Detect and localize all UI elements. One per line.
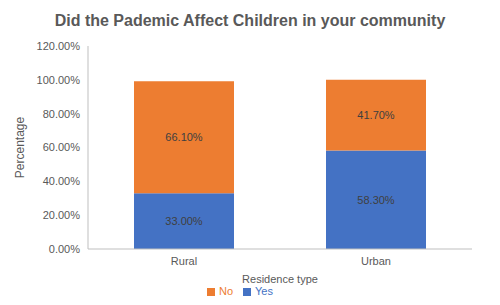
svg-text:66.10%: 66.10% [165,131,203,143]
svg-text:60.00%: 60.00% [43,141,81,153]
svg-text:20.00%: 20.00% [43,209,81,221]
html-text:Did the Pademic Affect Childre: Did the Pademic Affect Children in your … [54,12,446,29]
html-text:No: No [219,285,233,297]
html-text:Yes: Yes [255,285,273,297]
svg-text:41.70%: 41.70% [357,109,395,121]
svg-text:80.00%: 80.00% [43,108,81,120]
svg-text:Urban: Urban [361,255,391,267]
svg-text:120.00%: 120.00% [37,40,81,52]
svg-text:58.30%: 58.30% [357,194,395,206]
svg-text:0.00%: 0.00% [49,243,80,255]
svg-text:Percentage: Percentage [13,116,27,178]
svg-text:Rural: Rural [171,255,197,267]
svg-text:Residence type: Residence type [242,273,318,285]
svg-text:33.00%: 33.00% [165,215,203,227]
svg-text:40.00%: 40.00% [43,175,81,187]
svg-text:100.00%: 100.00% [37,74,81,86]
